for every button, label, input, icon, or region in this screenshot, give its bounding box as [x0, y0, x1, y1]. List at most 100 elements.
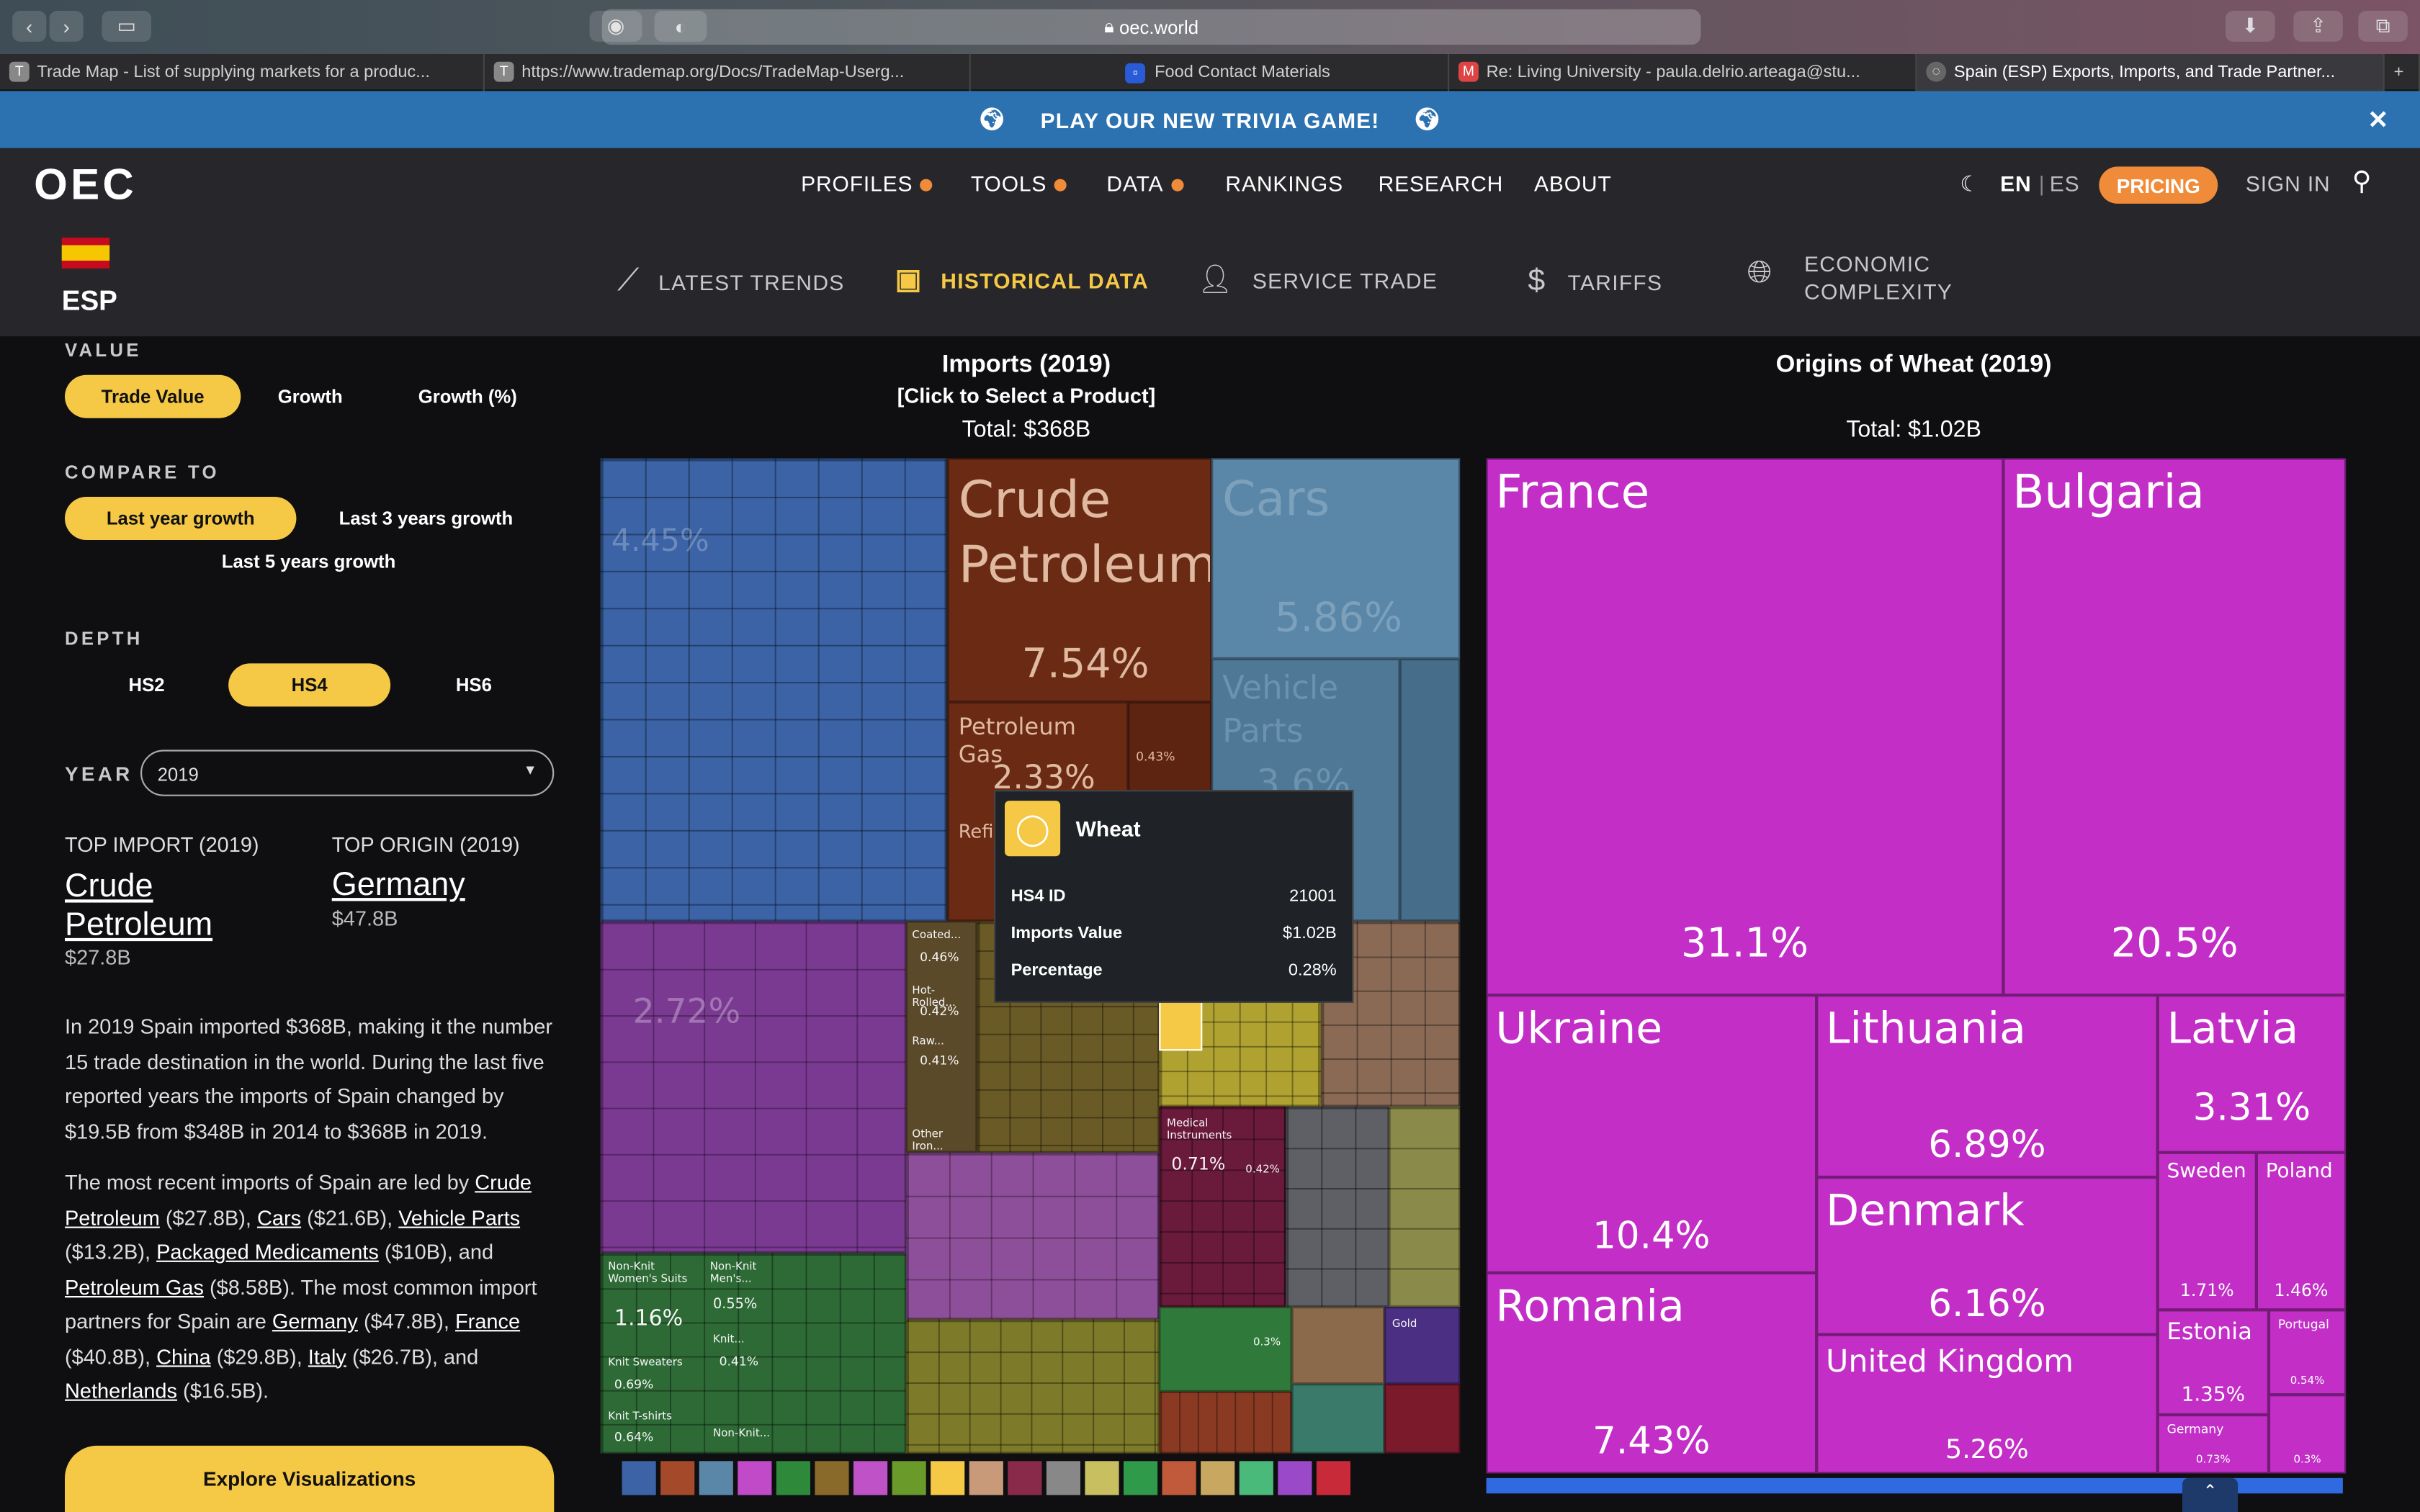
weapons-block[interactable]: [1384, 1384, 1461, 1454]
animal-products-block[interactable]: [1321, 921, 1461, 1107]
new-tab-icon[interactable]: +: [2385, 54, 2420, 91]
nav-data[interactable]: DATA: [1106, 171, 1184, 196]
wheat-origin-tile-lithuania[interactable]: Lithuania 6.89%: [1816, 995, 2158, 1177]
cars-tile[interactable]: Cars 5.86%: [1211, 458, 1461, 659]
browser-tab-active[interactable]: ◌ Spain (ESP) Exports, Imports, and Trade…: [1917, 54, 2385, 91]
wheat-origin-tile-denmark[interactable]: Denmark 6.16%: [1816, 1177, 2158, 1335]
scroll-indicator[interactable]: [1486, 1477, 2343, 1494]
top-origin-link[interactable]: Germany: [331, 867, 465, 903]
close-icon[interactable]: ✕: [2367, 107, 2390, 134]
wheat-origin-tile-ukraine[interactable]: Ukraine 10.4%: [1486, 995, 1817, 1273]
imports-treemap[interactable]: 4.45% Crude Petroleum 7.54% Petroleum Gas…: [600, 458, 1461, 1454]
weapon-icon[interactable]: [1316, 1461, 1350, 1495]
footwear-block[interactable]: [1159, 1391, 1292, 1454]
tools-icon[interactable]: [660, 1461, 695, 1495]
share-icon[interactable]: ⇪: [2293, 11, 2343, 42]
signin-link[interactable]: SIGN IN: [2245, 171, 2331, 197]
oec-logo[interactable]: OEC: [34, 160, 138, 209]
nav-profiles[interactable]: PROFILES: [801, 171, 933, 196]
download-icon[interactable]: ⬇: [2226, 11, 2275, 42]
vegetables-block[interactable]: [905, 1319, 1160, 1454]
sidebar-icon[interactable]: ▭: [102, 11, 151, 42]
wheat-origin-tile-romania[interactable]: Romania 7.43%: [1486, 1272, 1817, 1474]
food-icon[interactable]: [931, 1461, 965, 1495]
explore-visualizations-button[interactable]: Explore Visualizations: [65, 1445, 555, 1512]
stone-block[interactable]: [1291, 1307, 1385, 1385]
tab-historical-data[interactable]: ▣ HISTORICAL DATA: [895, 264, 1150, 295]
misc-icon[interactable]: [1046, 1461, 1080, 1495]
nav-about[interactable]: ABOUT: [1534, 171, 1612, 197]
tabs-icon[interactable]: ⧉: [2358, 11, 2408, 42]
wood-icon[interactable]: [1124, 1461, 1158, 1495]
wheat-origin-tile-united-kingdom[interactable]: United Kingdom 5.26%: [1816, 1334, 2158, 1474]
wheat-origin-tile-estonia[interactable]: Estonia 1.35%: [2157, 1310, 2269, 1415]
trivia-banner[interactable]: 🌍︎ PLAY OUR NEW TRIVIA GAME! 🌍︎ ✕: [0, 91, 2420, 148]
tab-latest-trends[interactable]: ⟋ LATEST TRENDS: [617, 264, 845, 298]
machinery-block[interactable]: 4.45%: [600, 458, 946, 922]
hs6-button[interactable]: HS6: [455, 674, 492, 696]
pricing-button[interactable]: PRICING: [2099, 166, 2218, 204]
chemicals-block[interactable]: 2.72%: [600, 921, 906, 1253]
nav-tools[interactable]: TOOLS: [971, 171, 1067, 196]
address-bar[interactable]: 🔒︎ oec.world: [601, 9, 1701, 45]
plastics-block[interactable]: [905, 1152, 1160, 1320]
trade-value-button[interactable]: Trade Value: [65, 374, 241, 418]
stone-icon[interactable]: [1239, 1461, 1273, 1495]
browser-tab[interactable]: ▫ Food Contact Materials: [971, 54, 1450, 91]
oil-icon[interactable]: [1201, 1461, 1235, 1495]
search-icon[interactable]: ⚲: [2352, 166, 2372, 197]
last-3-years-button[interactable]: Last 3 years growth: [339, 508, 514, 529]
transport-small-tile[interactable]: [1399, 659, 1461, 922]
footwear-icon[interactable]: [1162, 1461, 1196, 1495]
wheat-origin-tile-germany[interactable]: Germany 0.73%: [2157, 1414, 2269, 1474]
wood-block[interactable]: 0.3%: [1159, 1307, 1292, 1392]
forward-icon[interactable]: ›: [49, 11, 84, 42]
machinery-icon[interactable]: [622, 1461, 656, 1495]
textiles-block[interactable]: Non-Knit Women's Suits 1.16% Non-Knit Men…: [600, 1253, 906, 1454]
lang-en[interactable]: EN: [2000, 171, 2032, 197]
vegetable-icon[interactable]: [892, 1461, 926, 1495]
instrument-icon[interactable]: [1008, 1461, 1042, 1495]
nav-rankings[interactable]: RANKINGS: [1225, 171, 1343, 197]
flask-icon[interactable]: [738, 1461, 772, 1495]
crude-petroleum-tile[interactable]: Crude Petroleum 7.54%: [947, 458, 1212, 702]
back-icon[interactable]: ‹: [12, 11, 47, 42]
hs2-button[interactable]: HS2: [128, 674, 165, 696]
wheat-origin-tile-bulgaria[interactable]: Bulgaria 20.5%: [2003, 458, 2347, 996]
nav-research[interactable]: RESEARCH: [1378, 171, 1504, 197]
gold-tile[interactable]: Gold: [1384, 1307, 1461, 1385]
moon-icon[interactable]: ☾: [1960, 171, 1981, 197]
wheat-origin-tile-latvia[interactable]: Latvia 3.31%: [2157, 995, 2347, 1153]
coated-tile[interactable]: Coated... 0.46% Hot-Rolled... 0.42% Raw... 0.…: [905, 921, 977, 1153]
wheat-origin-tile-poland[interactable]: Poland 1.46%: [2256, 1152, 2347, 1310]
top-import-link[interactable]: Crude Petroleum: [65, 868, 213, 943]
browser-tab[interactable]: M Re: Living University - paula.delrio.ar…: [1449, 54, 1917, 91]
wheat-origin-tile-sweden[interactable]: Sweden 1.71%: [2157, 1152, 2257, 1310]
misc-gray-block[interactable]: [1286, 1106, 1389, 1307]
chevron-up-icon[interactable]: ⌃: [2182, 1477, 2238, 1512]
lang-es[interactable]: ES: [2049, 171, 2080, 197]
browser-tab[interactable]: T Trade Map - List of supplying markets f…: [0, 54, 485, 91]
tab-economic-complexity[interactable]: 🌐︎ ECONOMIC COMPLEXITY: [1747, 251, 1953, 305]
wheat-origin-tile-france[interactable]: France 31.1%: [1486, 458, 2004, 996]
misc-olive-block[interactable]: [1389, 1106, 1461, 1307]
tab-tariffs[interactable]: $ TARIFFS: [1528, 264, 1663, 298]
gem-icon[interactable]: [1278, 1461, 1312, 1495]
wheat-origin-tile-portugal[interactable]: Portugal 0.54%: [2269, 1310, 2347, 1395]
last-5-years-button[interactable]: Last 5 years growth: [221, 551, 396, 572]
plastic-icon[interactable]: [853, 1461, 888, 1495]
paper-block[interactable]: [1291, 1384, 1385, 1454]
hs4-button[interactable]: HS4: [228, 663, 391, 707]
road-icon[interactable]: [699, 1461, 733, 1495]
growth-button[interactable]: Growth: [277, 385, 343, 408]
growth-pct-button[interactable]: Growth (%): [418, 385, 517, 408]
shield-icon[interactable]: ◐: [654, 11, 707, 42]
animal-icon[interactable]: [969, 1461, 1003, 1495]
shirt-icon[interactable]: [776, 1461, 810, 1495]
extension-icon[interactable]: ◉: [589, 11, 642, 42]
paper-icon[interactable]: [1085, 1461, 1119, 1495]
wheat-origin-tile-other[interactable]: 0.3%: [2269, 1395, 2347, 1474]
wheat-origins-treemap[interactable]: France 31.1% Bulgaria 20.5% Ukraine 10.4% Roma…: [1486, 458, 2347, 1474]
metal-icon[interactable]: [815, 1461, 849, 1495]
